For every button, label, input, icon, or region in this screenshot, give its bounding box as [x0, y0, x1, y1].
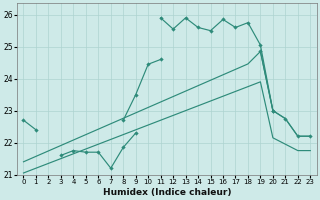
- X-axis label: Humidex (Indice chaleur): Humidex (Indice chaleur): [103, 188, 231, 197]
